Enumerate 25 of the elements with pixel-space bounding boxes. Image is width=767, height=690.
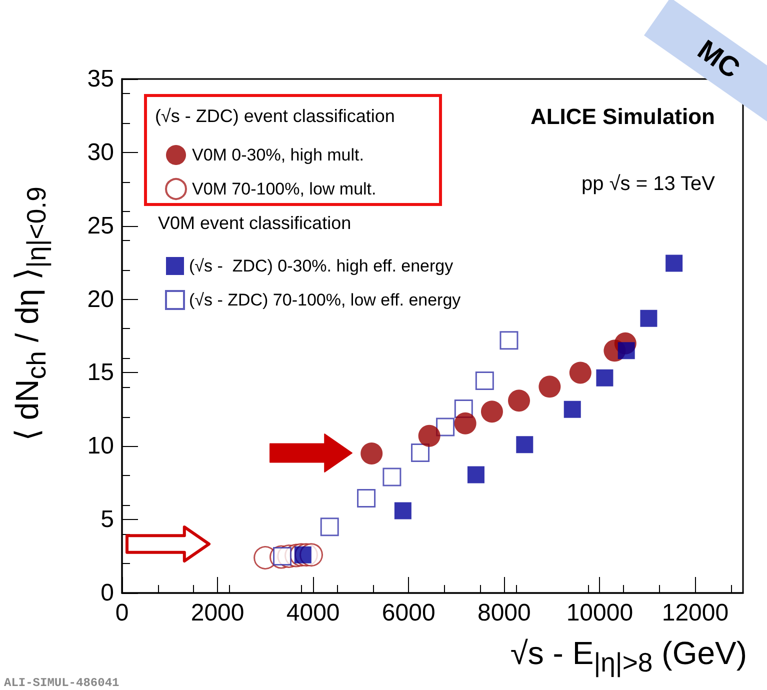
annotation: MC bbox=[692, 34, 746, 86]
y-tick-label: 15 bbox=[87, 359, 114, 386]
y-tick-label: 5 bbox=[100, 506, 114, 534]
legend-label: V0M 70-100%, low mult. bbox=[192, 180, 376, 198]
x-axis-title: √s - E$_{|η|>8}$ (GeV) bbox=[510, 635, 747, 678]
y-tick-label: 25 bbox=[87, 212, 114, 240]
y-tick-label: 10 bbox=[87, 432, 114, 460]
y-tick-label: 20 bbox=[87, 286, 114, 313]
annotation: V0M event classification bbox=[158, 213, 352, 234]
annotation: pp √s = 13 TeV bbox=[582, 173, 715, 196]
y-tick-label: 30 bbox=[87, 138, 114, 166]
x-tick-label: 10000 bbox=[566, 600, 634, 626]
legend-label: V0M 0-30%, high mult. bbox=[192, 146, 364, 164]
annotation: (√s - ZDC) event classification bbox=[155, 106, 395, 127]
y-tick-label: 35 bbox=[87, 66, 114, 92]
legend-label: (√s - ZDC) 0-30%. high eff. energy bbox=[189, 256, 454, 276]
x-tick-label: 6000 bbox=[382, 600, 436, 626]
text: ALI-SIMUL-486041 bbox=[4, 676, 120, 690]
y-tick-label: 0 bbox=[100, 580, 114, 606]
x-tick-label: 12000 bbox=[662, 600, 729, 626]
legend-label: (√s - ZDC) 70-100%, low eff. energy bbox=[189, 290, 462, 310]
x-tick-label: 8000 bbox=[477, 600, 531, 626]
x-tick-label: 2000 bbox=[190, 600, 244, 626]
x-tick-label: 4000 bbox=[286, 600, 340, 626]
annotation: ALICE Simulation bbox=[530, 104, 715, 130]
